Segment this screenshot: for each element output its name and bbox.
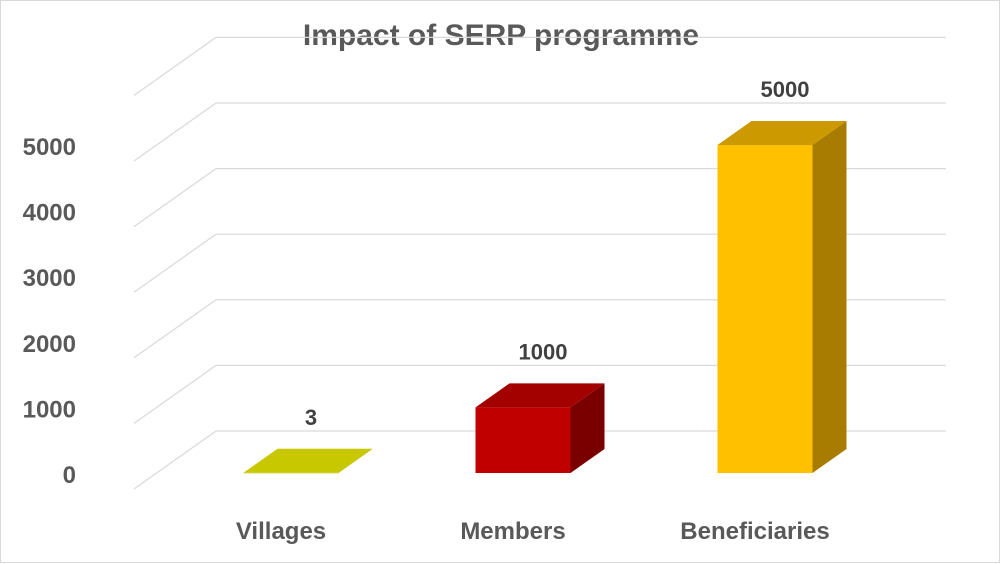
- gridline-depth: [133, 168, 217, 228]
- gridline-depth: [133, 102, 217, 162]
- bar-side: [812, 121, 847, 473]
- bar-side: [338, 448, 373, 473]
- bar: [475, 407, 571, 473]
- y-tick-label: 3000: [23, 265, 76, 292]
- data-label: 5000: [761, 77, 810, 102]
- x-tick-label: Beneficiaries: [680, 518, 829, 545]
- bar-side: [570, 383, 605, 473]
- bar-top: [717, 121, 847, 145]
- x-tick-label: Villages: [236, 518, 326, 545]
- gridline-depth: [133, 299, 217, 359]
- bar-top: [475, 383, 605, 408]
- x-tick-label: Members: [460, 518, 565, 545]
- gridline-depth: [133, 430, 217, 490]
- y-tick-label: 4000: [23, 200, 76, 227]
- chart-title: Impact of SERP programme: [302, 19, 700, 52]
- data-label: 3: [305, 405, 317, 430]
- y-tick-label: 5000: [23, 134, 76, 161]
- gridline-depth: [133, 364, 217, 424]
- bar: [243, 472, 339, 474]
- gridline-depth: [133, 233, 217, 293]
- data-label: 1000: [519, 339, 568, 364]
- gridline-depth: [133, 36, 217, 96]
- y-tick-label: 0: [63, 462, 76, 489]
- bar-top: [243, 448, 373, 473]
- bar: [717, 145, 813, 473]
- y-tick-label: 2000: [23, 331, 76, 358]
- y-tick-label: 1000: [23, 396, 76, 423]
